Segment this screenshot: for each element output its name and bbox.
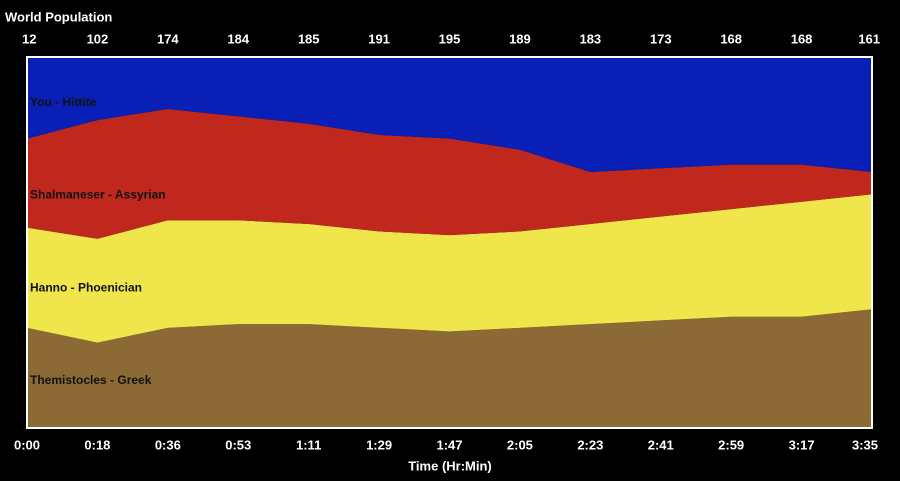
x-tick-label: 2:59	[718, 437, 744, 452]
plot-frame	[26, 56, 873, 429]
x-tick-label: 0:18	[84, 437, 110, 452]
total-label: 12	[22, 31, 36, 46]
series-label: Shalmaneser - Assyrian	[30, 188, 166, 202]
total-label: 161	[858, 31, 880, 46]
total-label: 173	[650, 31, 672, 46]
area	[27, 57, 872, 173]
chart-title: World Population	[5, 9, 112, 24]
total-label: 168	[720, 31, 742, 46]
x-tick-label: 0:00	[14, 437, 40, 452]
x-axis-label: Time (Hr:Min)	[408, 458, 492, 473]
series-label: You - Hittite	[30, 95, 97, 109]
total-label: 183	[579, 31, 601, 46]
total-label: 191	[368, 31, 390, 46]
x-tick-label: 1:47	[436, 437, 462, 452]
total-label: 189	[509, 31, 531, 46]
x-tick-label: 0:36	[155, 437, 181, 452]
total-label: 185	[298, 31, 320, 46]
total-label: 174	[157, 31, 179, 46]
x-tick-label: 3:35	[852, 437, 878, 452]
total-label: 168	[791, 31, 813, 46]
x-tick-label: 2:41	[648, 437, 674, 452]
total-label: 195	[439, 31, 461, 46]
x-tick-label: 1:11	[296, 437, 321, 452]
series-label: Hanno - Phoenician	[30, 280, 142, 294]
area	[27, 194, 872, 343]
total-label: 184	[227, 31, 249, 46]
total-label: 102	[87, 31, 109, 46]
x-tick-label: 3:17	[789, 437, 815, 452]
x-tick-label: 0:53	[225, 437, 251, 452]
x-tick-label: 2:23	[577, 437, 603, 452]
x-tick-label: 1:29	[366, 437, 392, 452]
x-tick-label: 2:05	[507, 437, 533, 452]
area	[27, 309, 872, 428]
area	[27, 108, 872, 239]
series-label: Themistocles - Greek	[30, 373, 152, 387]
